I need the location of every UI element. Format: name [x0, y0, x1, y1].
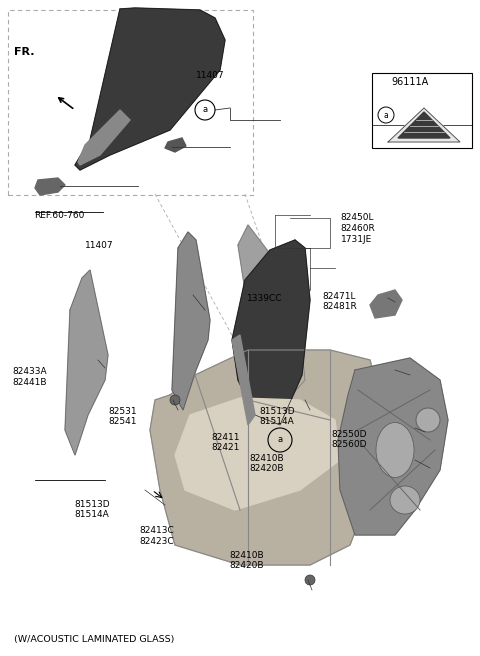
- Bar: [8, 10, 253, 195]
- Text: a: a: [203, 106, 207, 115]
- Polygon shape: [175, 398, 340, 510]
- Polygon shape: [35, 178, 65, 195]
- Polygon shape: [150, 350, 378, 565]
- Polygon shape: [75, 8, 225, 170]
- Text: 96111A: 96111A: [391, 77, 429, 87]
- Polygon shape: [370, 290, 402, 318]
- Text: 82410B
82420B: 82410B 82420B: [229, 551, 264, 571]
- Text: a: a: [277, 436, 283, 445]
- Text: REF.60-760: REF.60-760: [35, 211, 85, 220]
- Circle shape: [170, 395, 180, 405]
- Text: 1731JE: 1731JE: [341, 235, 372, 244]
- Polygon shape: [165, 138, 186, 152]
- Circle shape: [305, 575, 315, 585]
- Text: 82410B
82420B: 82410B 82420B: [250, 454, 284, 474]
- Polygon shape: [238, 225, 305, 395]
- Text: 82450L
82460R: 82450L 82460R: [341, 213, 375, 233]
- Ellipse shape: [390, 486, 420, 514]
- Text: 82411
82421: 82411 82421: [211, 433, 240, 453]
- Text: FR.: FR.: [14, 47, 35, 57]
- Text: 11407: 11407: [85, 241, 114, 251]
- Polygon shape: [388, 108, 460, 142]
- Polygon shape: [65, 270, 108, 455]
- Polygon shape: [172, 232, 210, 410]
- Circle shape: [416, 408, 440, 432]
- Text: 82433A
82441B: 82433A 82441B: [12, 367, 47, 387]
- Text: 82531
82541: 82531 82541: [108, 407, 137, 426]
- Text: 1339CC: 1339CC: [247, 294, 283, 303]
- Ellipse shape: [376, 422, 414, 478]
- Bar: [372, 73, 472, 148]
- Text: 82550D
82560D: 82550D 82560D: [331, 430, 367, 449]
- Text: 82413C
82423C: 82413C 82423C: [139, 526, 174, 546]
- Text: a: a: [384, 110, 388, 119]
- Polygon shape: [338, 358, 448, 535]
- Polygon shape: [398, 112, 450, 138]
- Text: (W/ACOUSTIC LAMINATED GLASS): (W/ACOUSTIC LAMINATED GLASS): [14, 635, 175, 644]
- Text: 82471L
82481R: 82471L 82481R: [323, 292, 357, 312]
- Polygon shape: [232, 335, 255, 425]
- Text: 11407: 11407: [196, 71, 225, 80]
- Text: 81513D
81514A: 81513D 81514A: [74, 500, 110, 520]
- Polygon shape: [232, 240, 310, 425]
- Polygon shape: [78, 110, 130, 165]
- Text: 81513D
81514A: 81513D 81514A: [259, 407, 295, 426]
